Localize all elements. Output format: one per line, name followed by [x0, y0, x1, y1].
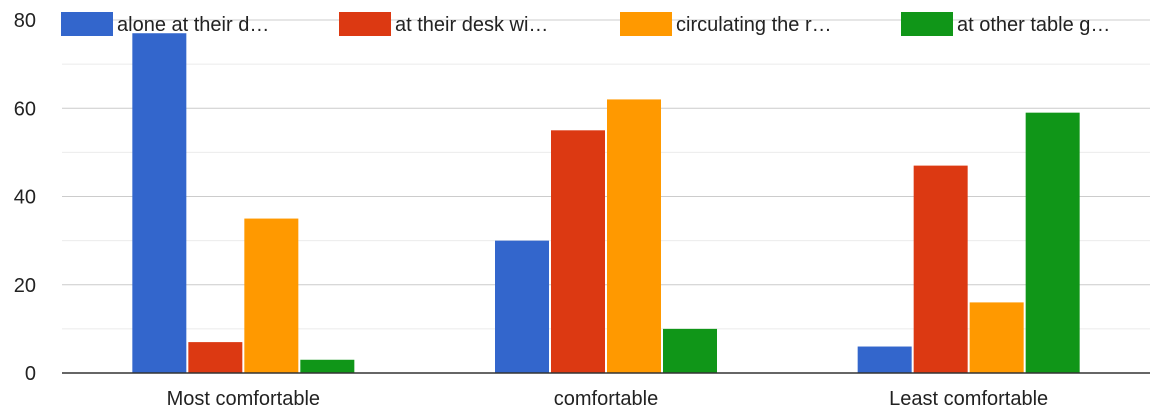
- x-category-label: comfortable: [554, 388, 659, 410]
- y-tick-label: 80: [14, 10, 36, 32]
- legend-swatch: [61, 12, 113, 36]
- legend-label: circulating the r…: [676, 14, 832, 36]
- bar: [663, 328, 717, 373]
- x-category-label: Least comfortable: [889, 388, 1048, 410]
- axes: 0 20 40 60 80 Most comfortable comfortable Leas…: [14, 10, 1150, 410]
- legend-swatch: [620, 12, 672, 36]
- bars: [132, 33, 1080, 374]
- bar: [132, 33, 187, 374]
- y-tick-label: 40: [14, 187, 36, 209]
- legend-label: at other table g…: [957, 14, 1110, 36]
- bar: [300, 359, 355, 373]
- y-tick-label: 0: [25, 363, 36, 385]
- bar: [495, 240, 549, 373]
- bar: [969, 302, 1024, 373]
- legend-swatch: [901, 12, 953, 36]
- legend-label: at their desk wi…: [395, 14, 548, 36]
- bar: [607, 99, 661, 374]
- legend-label: alone at their d…: [117, 14, 269, 36]
- legend: alone at their d… at their desk wi… circul…: [61, 12, 1110, 36]
- bar: [244, 218, 299, 373]
- y-tick-label: 60: [14, 98, 36, 120]
- bar: [188, 342, 243, 373]
- legend-swatch: [339, 12, 391, 36]
- grid-lines: [62, 19, 1150, 330]
- bar: [551, 130, 605, 373]
- bar: [913, 165, 968, 373]
- x-category-label: Most comfortable: [167, 388, 320, 410]
- bar: [857, 346, 912, 373]
- y-tick-label: 20: [14, 275, 36, 297]
- bar: [1025, 112, 1080, 373]
